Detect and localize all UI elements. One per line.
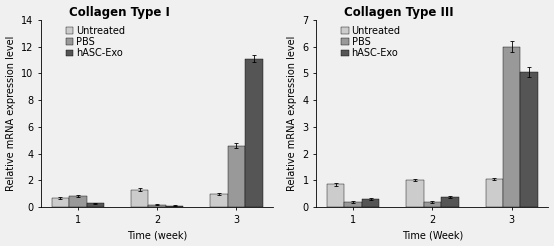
Bar: [520, 72, 538, 207]
X-axis label: Time (Week): Time (Week): [402, 231, 463, 240]
Bar: [52, 198, 69, 207]
Bar: [327, 184, 345, 207]
Text: Collagen Type III: Collagen Type III: [344, 6, 454, 18]
Legend: Untreated, PBS, hASC-Exo: Untreated, PBS, hASC-Exo: [340, 25, 402, 60]
Bar: [441, 197, 459, 207]
Bar: [245, 59, 263, 207]
Bar: [406, 180, 424, 207]
Bar: [148, 205, 166, 207]
Text: Collagen Type I: Collagen Type I: [69, 6, 170, 18]
Bar: [166, 205, 183, 207]
Bar: [86, 203, 104, 207]
Bar: [228, 146, 245, 207]
Bar: [345, 202, 362, 207]
Legend: Untreated, PBS, hASC-Exo: Untreated, PBS, hASC-Exo: [65, 25, 126, 60]
Y-axis label: Relative mRNA expression level: Relative mRNA expression level: [287, 36, 297, 191]
Bar: [131, 190, 148, 207]
Bar: [503, 46, 520, 207]
Bar: [424, 202, 441, 207]
Bar: [69, 196, 86, 207]
Bar: [362, 199, 379, 207]
Y-axis label: Relative mRNA expression level: Relative mRNA expression level: [6, 36, 16, 191]
X-axis label: Time (week): Time (week): [127, 231, 187, 240]
Bar: [485, 179, 503, 207]
Bar: [211, 194, 228, 207]
